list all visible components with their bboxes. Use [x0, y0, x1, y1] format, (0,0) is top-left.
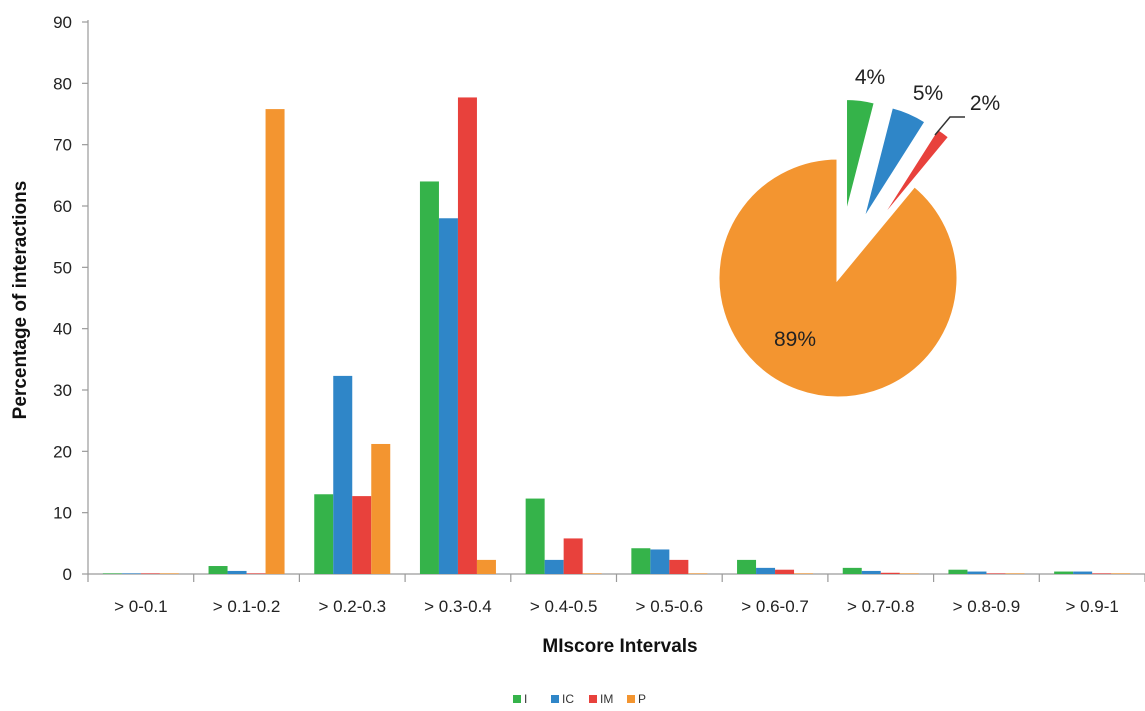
- bar-im-6: [775, 569, 795, 574]
- bars: [102, 97, 1131, 575]
- y-tick-label: 60: [53, 197, 72, 216]
- bar-p-2: [371, 443, 391, 574]
- legend-swatch-ic: [551, 695, 559, 703]
- legend-label: IC: [562, 692, 574, 706]
- bar-p-0: [159, 573, 179, 574]
- bar-i-6: [737, 559, 757, 574]
- y-axis-title: Percentage of interactions: [10, 181, 31, 420]
- bar-ic-7: [861, 570, 881, 574]
- x-tick-label: > 0.3-0.4: [424, 597, 492, 616]
- legend: I IC IM P: [513, 692, 646, 706]
- x-tick-label: > 0-0.1: [114, 597, 167, 616]
- legend-label: P: [638, 692, 646, 706]
- bar-ic-4: [544, 559, 564, 574]
- y-tick-label: 10: [53, 504, 72, 523]
- pie-slice-0: [844, 96, 878, 219]
- pie-slice-label: 89%: [774, 328, 816, 351]
- bar-ic-9: [1073, 571, 1093, 574]
- bar-p-7: [899, 573, 919, 574]
- bar-im-1: [246, 573, 266, 574]
- y-tick-label: 70: [53, 136, 72, 155]
- x-tick-label: > 0.6-0.7: [741, 597, 809, 616]
- pie-slice-label: 2%: [970, 92, 1000, 115]
- bar-p-3: [476, 559, 496, 574]
- bar-im-2: [352, 496, 372, 574]
- x-tick-label: > 0.4-0.5: [530, 597, 598, 616]
- legend-label: I: [524, 692, 527, 706]
- y-tick-label: 40: [53, 320, 72, 339]
- bar-im-5: [669, 559, 689, 574]
- bar-ic-8: [967, 571, 987, 574]
- bar-ic-5: [650, 549, 670, 574]
- bar-im-7: [880, 572, 900, 574]
- bar-i-1: [208, 566, 228, 574]
- bar-im-8: [986, 573, 1006, 574]
- x-axis-title: MIscore Intervals: [542, 636, 697, 657]
- pie-slice-label: 5%: [913, 82, 943, 105]
- bar-i-0: [102, 573, 122, 574]
- bar-p-4: [582, 573, 602, 574]
- bar-ic-2: [333, 375, 353, 574]
- bar-i-8: [948, 569, 968, 574]
- y-tick-label: 80: [53, 74, 72, 93]
- y-tick-label: 90: [53, 13, 72, 32]
- bar-i-5: [631, 548, 651, 574]
- bar-i-4: [525, 498, 545, 574]
- x-tick-label: > 0.2-0.3: [318, 597, 386, 616]
- pie-leader-line: [934, 116, 965, 136]
- y-axis: 0 10 20 30 40 50 60 70 80 90: [53, 13, 89, 584]
- bar-ic-3: [438, 218, 458, 574]
- y-tick-label: 50: [53, 258, 72, 277]
- x-tick-label: > 0.7-0.8: [847, 597, 915, 616]
- bar-im-0: [140, 573, 160, 574]
- legend-swatch-p: [627, 695, 635, 703]
- pie-chart: 4% 5% 2% 89%: [716, 66, 1000, 400]
- x-tick-label: > 0.9-1: [1065, 597, 1118, 616]
- legend-swatch-im: [589, 695, 597, 703]
- bar-p-1: [265, 109, 285, 575]
- bar-p-9: [1111, 573, 1131, 574]
- bar-im-4: [563, 538, 583, 574]
- bar-i-7: [842, 567, 862, 574]
- pie-slice-label: 4%: [855, 66, 885, 89]
- bar-i-9: [1054, 571, 1074, 574]
- bar-ic-1: [227, 570, 247, 574]
- bar-p-8: [1005, 573, 1025, 574]
- bar-im-9: [1092, 573, 1112, 574]
- y-tick-label: 20: [53, 442, 72, 461]
- x-tick-label: > 0.5-0.6: [636, 597, 704, 616]
- bar-p-5: [688, 573, 708, 574]
- x-tick-label: > 0.1-0.2: [213, 597, 281, 616]
- bar-im-3: [457, 97, 477, 574]
- pie-slice-2: [872, 126, 952, 231]
- x-axis: > 0-0.1 > 0.1-0.2 > 0.2-0.3 > 0.3-0.4 > 0.4-…: [87, 573, 1145, 616]
- bar-ic-0: [121, 573, 141, 574]
- bar-i-3: [419, 181, 439, 574]
- pie-slice-1: [860, 104, 929, 224]
- pie-slice-3: [716, 156, 960, 400]
- legend-label: IM: [600, 692, 613, 706]
- bar-i-2: [314, 494, 334, 574]
- y-tick-label: 0: [63, 565, 72, 584]
- bar-p-6: [794, 573, 814, 574]
- bar-ic-6: [756, 567, 776, 574]
- x-tick-label: > 0.8-0.9: [953, 597, 1021, 616]
- y-tick-label: 30: [53, 381, 72, 400]
- legend-swatch-i: [513, 695, 521, 703]
